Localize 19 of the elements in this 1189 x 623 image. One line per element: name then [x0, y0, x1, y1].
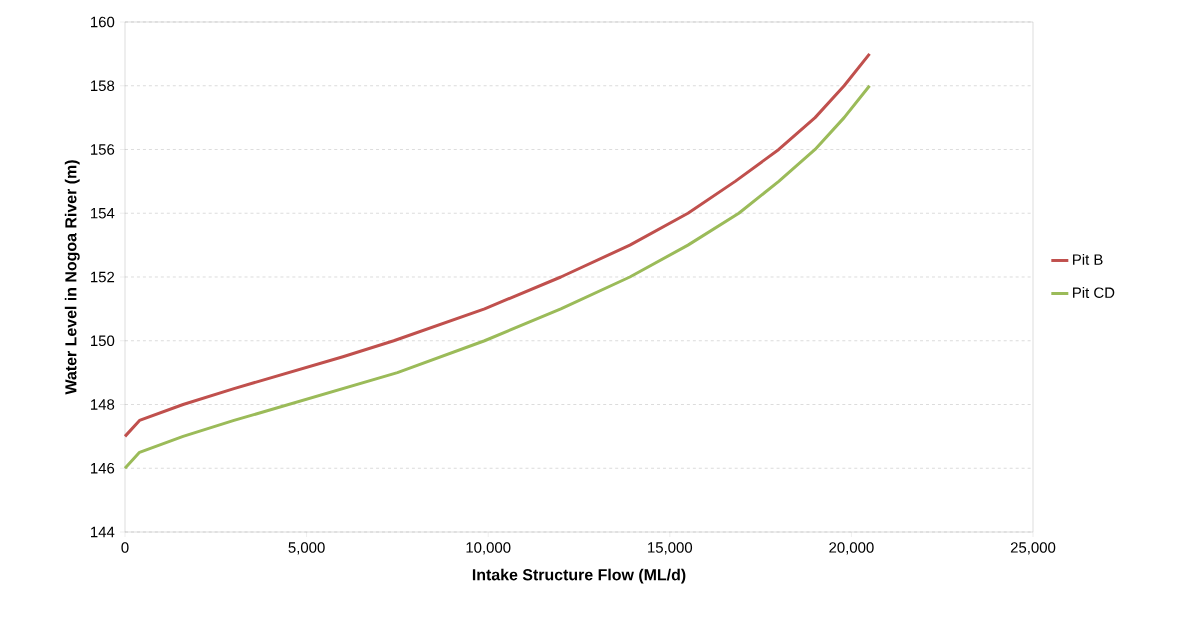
y-tick-label: 146	[91, 462, 115, 474]
y-tick-label: 158	[91, 80, 115, 92]
y-tick-label: 144	[91, 526, 115, 538]
x-tick-label: 0	[121, 542, 129, 553]
x-tick-label: 20,000	[829, 542, 874, 555]
legend-label: Pit CD	[1073, 286, 1115, 298]
x-tick-label: 25,000	[1010, 542, 1056, 555]
legend-label: Pit B	[1073, 253, 1103, 265]
y-tick-label: 154	[91, 208, 115, 219]
x-tick-label: 5,000	[288, 542, 325, 555]
y-tick-label: 156	[91, 144, 115, 155]
x-tick-label: 15,000	[648, 542, 693, 555]
y-tick-label: 160	[91, 16, 115, 28]
y-tick-label: 148	[91, 399, 115, 410]
x-tick-label: 10,000	[466, 542, 511, 555]
y-tick-label: 152	[91, 271, 115, 283]
x-axis-title: Intake Structure Flow (ML/d)	[472, 568, 686, 584]
y-axis-title: Water Level in Nogoa River (m)	[64, 160, 80, 395]
y-tick-label: 150	[91, 335, 115, 347]
